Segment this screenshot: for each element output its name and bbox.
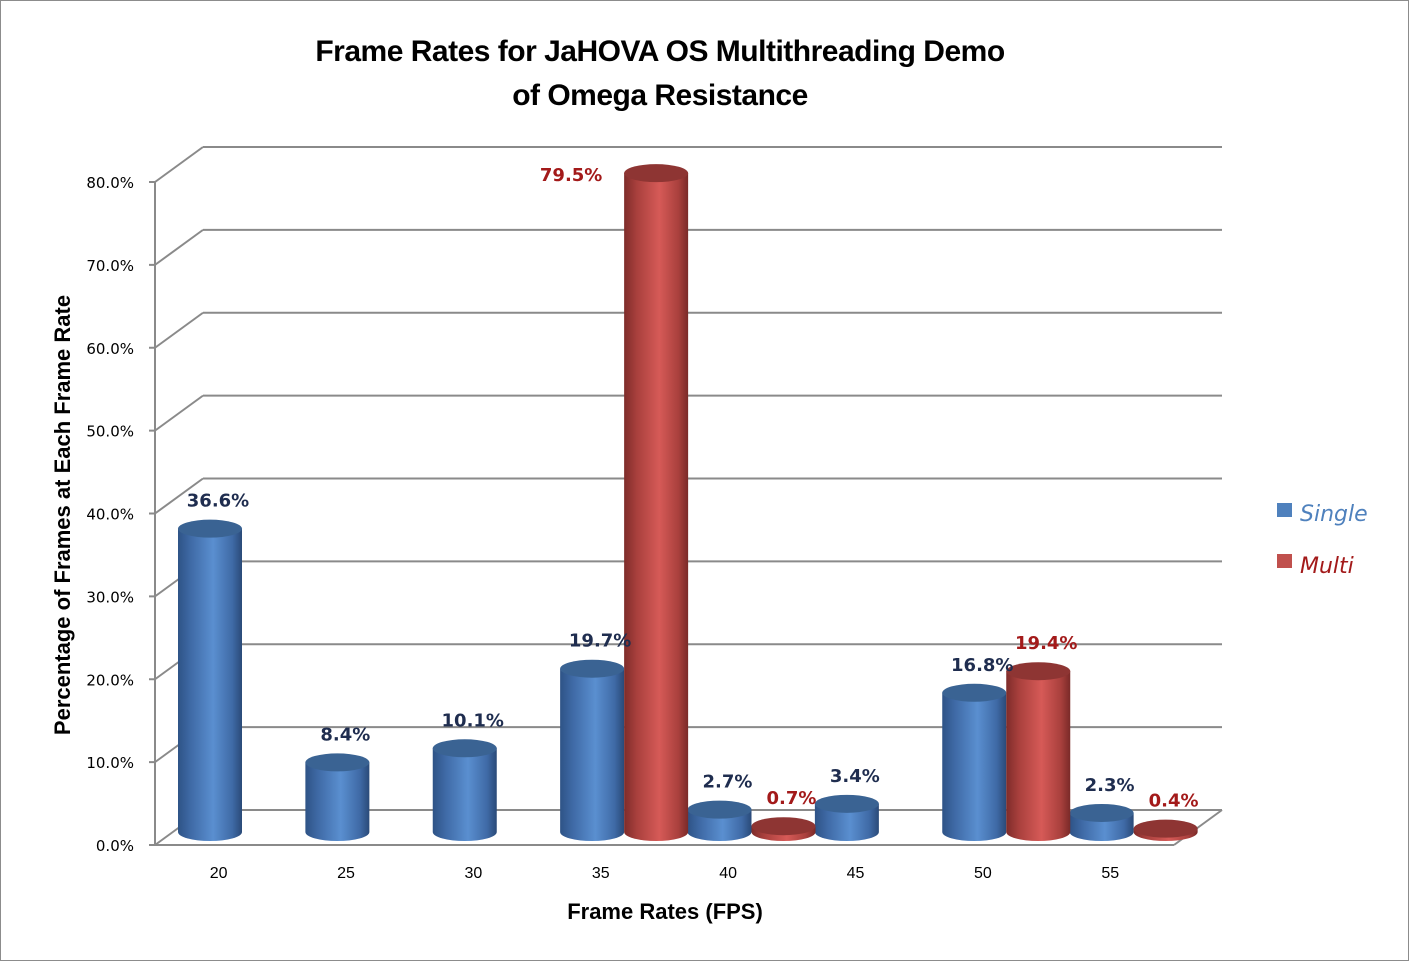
y-tick-label: 50.0%	[86, 423, 134, 441]
data-label-single: 10.1%	[442, 710, 504, 731]
legend: Single Multi	[1277, 502, 1368, 579]
y-tick-label: 40.0%	[86, 506, 134, 524]
data-label-multi: 79.5%	[540, 165, 602, 186]
x-tick-label: 40	[719, 865, 737, 882]
data-labels: 36.6% 8.4% 10.1% 19.7% 2.7% 3.4% 16.8% 2.3% 79.5…	[187, 165, 1199, 812]
x-tick-label: 45	[847, 865, 865, 882]
bar-single-55	[1069, 803, 1134, 841]
bar-single-40	[687, 800, 752, 841]
data-label-single: 36.6%	[187, 491, 249, 512]
y-tick-label: 70.0%	[86, 257, 134, 275]
bar-single-30	[432, 739, 497, 841]
x-tick-label: 35	[592, 865, 610, 882]
bar-multi-50	[1006, 662, 1071, 841]
data-label-multi: 0.7%	[767, 788, 817, 809]
y-tick-label: 60.0%	[86, 340, 134, 358]
data-label-multi: 0.4%	[1149, 791, 1199, 812]
legend-swatch-multi-icon	[1277, 554, 1292, 568]
data-label-single: 16.8%	[951, 655, 1013, 676]
bar-multi-35	[624, 164, 689, 842]
y-axis-ticks: 0.0% 10.0% 20.0% 30.0% 40.0% 50.0% 60.0% 70.0% 8…	[86, 174, 134, 855]
x-axis-title: Frame Rates (FPS)	[567, 899, 763, 924]
bar-single-45	[814, 794, 879, 841]
y-tick-label: 20.0%	[86, 671, 134, 689]
y-tick-label: 0.0%	[96, 837, 134, 855]
bar-single-35	[560, 659, 625, 841]
y-tick-label: 80.0%	[86, 174, 134, 192]
x-tick-label: 20	[210, 865, 228, 882]
legend-item-multi[interactable]: Multi	[1277, 554, 1354, 579]
x-axis-ticks: 20 25 30 35 40 45 50 55	[210, 865, 1120, 882]
legend-swatch-single-icon	[1277, 503, 1292, 517]
bar-multi-55	[1133, 819, 1198, 841]
chart-title-line-1: Frame Rates for JaHOVA OS Multithreading…	[315, 35, 1005, 68]
data-label-single: 2.3%	[1085, 775, 1135, 796]
legend-label-single: Single	[1300, 502, 1368, 527]
data-label-single: 8.4%	[320, 724, 370, 745]
data-label-single: 3.4%	[830, 766, 880, 787]
legend-item-single[interactable]: Single	[1277, 502, 1368, 527]
chart-title-line-2: of Omega Resistance	[512, 79, 808, 112]
legend-label-multi: Multi	[1300, 554, 1354, 579]
data-label-multi: 19.4%	[1015, 633, 1077, 654]
x-tick-label: 25	[337, 865, 355, 882]
bar-multi-40	[751, 817, 816, 841]
y-axis-title: Percentage of Frames at Each Frame Rate	[50, 295, 75, 735]
bar-single-50	[942, 683, 1007, 841]
x-tick-label: 55	[1101, 865, 1119, 882]
bars	[178, 164, 1198, 842]
data-label-single: 2.7%	[703, 772, 753, 793]
x-tick-label: 30	[465, 865, 483, 882]
data-label-single: 19.7%	[569, 631, 631, 652]
bar-single-25	[305, 753, 370, 841]
x-tick-label: 50	[974, 865, 992, 882]
y-tick-label: 10.0%	[86, 754, 134, 772]
bar-single-20	[178, 519, 242, 841]
y-tick-label: 30.0%	[86, 588, 134, 606]
